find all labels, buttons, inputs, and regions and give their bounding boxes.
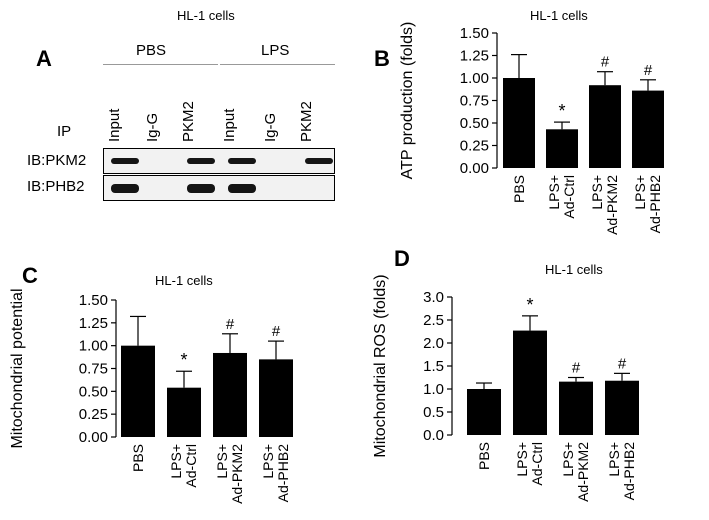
x-tick-label: PBS: [511, 175, 527, 203]
blot-label-phb2: IB:PHB2: [27, 178, 85, 195]
y-axis-label: Mitochondrial ROS (folds): [372, 274, 389, 457]
x-tick-label: LPS+: [514, 442, 530, 477]
bar: [467, 389, 501, 435]
group-line-pbs: [103, 64, 218, 65]
panel-a-title: HL-1 cells: [177, 8, 235, 23]
x-tick-label: PBS: [476, 442, 492, 470]
panel-d-title: HL-1 cells: [545, 262, 603, 277]
x-tick-label: Ad-Ctrl: [561, 175, 577, 219]
x-tick-label: LPS+: [589, 175, 605, 210]
y-tick-label: 1.5: [423, 358, 444, 375]
y-tick-label: 1.00: [79, 338, 108, 355]
panel-letter-a: A: [36, 46, 52, 71]
bar: [589, 85, 621, 168]
y-tick-label: 1.00: [460, 70, 489, 87]
bar: [513, 330, 547, 435]
x-tick-label: Ad-PHB2: [621, 442, 637, 501]
y-tick-label: 3.0: [423, 289, 444, 306]
blot-band: [187, 184, 215, 193]
blot-strip-phb2: [103, 175, 335, 201]
bar: [167, 387, 201, 437]
blot-band: [305, 158, 333, 164]
x-tick-label: PBS: [130, 444, 146, 472]
x-tick-label: Ad-PKM2: [604, 175, 620, 235]
x-tick-label: Ad-Ctrl: [183, 444, 199, 488]
x-tick-label: LPS+: [214, 444, 230, 479]
y-tick-label: 0.75: [460, 93, 489, 110]
y-tick-label: 1.25: [79, 315, 108, 332]
significance-mark: #: [618, 355, 627, 372]
bar: [213, 352, 247, 437]
x-tick-label: LPS+: [260, 444, 276, 479]
y-tick-label: 1.0: [423, 381, 444, 398]
x-tick-label: LPS+: [606, 442, 622, 477]
panel-c-title: HL-1 cells: [155, 273, 213, 288]
bar: [632, 90, 664, 168]
x-tick-label: Ad-PHB2: [647, 175, 663, 234]
blot-band: [111, 158, 139, 164]
panel-letter-b: B: [374, 46, 390, 71]
y-axis-label: ATP production (folds): [399, 22, 416, 180]
blot-band: [228, 158, 256, 164]
y-tick-label: 0.0: [423, 427, 444, 444]
bar: [559, 381, 593, 435]
bar: [546, 129, 578, 168]
x-tick-label: Ad-PKM2: [229, 444, 245, 504]
x-tick-label: Ad-Ctrl: [529, 442, 545, 486]
ip-label: IP: [57, 123, 72, 140]
blot-band: [111, 184, 139, 193]
y-tick-label: 1.50: [79, 292, 108, 309]
y-tick-label: 1.50: [460, 25, 489, 42]
x-tick-label: LPS+: [560, 442, 576, 477]
bar: [259, 359, 293, 437]
y-axis-label: Mitochondrial potential: [9, 288, 26, 448]
x-tick-label: Ad-PKM2: [575, 442, 591, 502]
blot-band: [228, 184, 256, 193]
significance-mark: #: [226, 316, 235, 333]
x-tick-label: LPS+: [168, 444, 184, 479]
group-label-pbs: PBS: [136, 42, 167, 59]
y-tick-label: 0.25: [460, 138, 489, 155]
y-tick-label: 2.5: [423, 312, 444, 329]
significance-mark: *: [558, 101, 565, 121]
y-tick-label: 0.50: [79, 383, 108, 400]
y-tick-label: 0.00: [460, 160, 489, 177]
y-tick-label: 2.0: [423, 335, 444, 352]
blot-strip-pkm2: [103, 148, 335, 174]
significance-mark: #: [572, 360, 581, 377]
y-tick-label: 0.75: [79, 361, 108, 378]
y-tick-label: 0.25: [79, 406, 108, 423]
significance-mark: #: [272, 323, 281, 340]
y-tick-label: 1.25: [460, 48, 489, 65]
blot-label-pkm2: IB:PKM2: [27, 152, 87, 169]
significance-mark: *: [526, 295, 533, 315]
panel-b-title: HL-1 cells: [530, 8, 588, 23]
y-tick-label: 0.5: [423, 404, 444, 421]
significance-mark: #: [601, 54, 610, 71]
significance-mark: #: [644, 62, 653, 79]
bar: [121, 345, 155, 437]
x-tick-label: LPS+: [546, 175, 562, 210]
panel-letter-c: C: [22, 263, 38, 288]
significance-mark: *: [180, 350, 187, 370]
bar: [503, 78, 535, 168]
x-tick-label: LPS+: [632, 175, 648, 210]
panel-letter-d: D: [394, 246, 410, 271]
group-line-lps: [220, 64, 335, 65]
blot-band: [187, 158, 215, 164]
group-label-lps: LPS: [261, 42, 290, 59]
y-tick-label: 0.50: [460, 115, 489, 132]
bar: [605, 380, 639, 435]
y-tick-label: 0.00: [79, 429, 108, 446]
x-tick-label: Ad-PHB2: [275, 444, 291, 503]
